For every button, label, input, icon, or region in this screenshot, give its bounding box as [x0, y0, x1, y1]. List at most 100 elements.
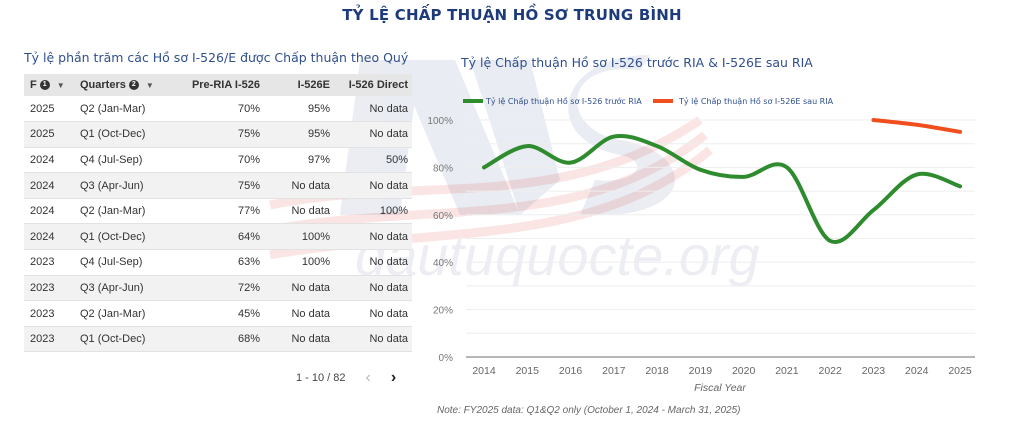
y-tick-label: 60% — [433, 211, 453, 222]
sort-order-badge: 2 — [128, 80, 139, 91]
cell-i526e: No data — [264, 275, 334, 302]
table-title: Tỷ lệ phần trăm các Hồ sơ I-526/E được C… — [24, 50, 409, 65]
approval-table: F 1 ▼ Quarters 2 ▼ Pre-RIA I-526 I-526E I-52… — [24, 74, 412, 353]
cell-year: 2024 — [24, 223, 76, 251]
cell-pre-ria: 63% — [176, 249, 264, 276]
table-row: 2024 Q3 (Apr-Jun) 75% No data No data — [24, 172, 412, 199]
column-header-pre-ria[interactable]: Pre-RIA I-526 — [176, 74, 264, 96]
cell-pre-ria: 75% — [176, 172, 264, 199]
legend-swatch-icon — [653, 99, 673, 103]
cell-direct: No data — [334, 275, 412, 302]
table-row: 2024 Q4 (Jul-Sep) 70% 97% 50% — [24, 147, 412, 174]
x-tick-label: 2023 — [862, 365, 886, 377]
cell-quarter: Q1 (Oct-Dec) — [76, 326, 176, 353]
cell-direct: 100% — [334, 198, 412, 225]
cell-year: 2025 — [24, 96, 76, 123]
cell-i526e: No data — [264, 172, 334, 199]
table-row: 2025 Q2 (Jan-Mar) 70% 95% No data — [24, 96, 412, 123]
cell-pre-ria: 77% — [176, 198, 264, 225]
legend-swatch-icon — [463, 99, 483, 103]
table-row: 2023 Q4 (Jul-Sep) 63% 100% No data — [24, 249, 412, 276]
cell-pre-ria: 45% — [176, 300, 264, 327]
cell-direct: No data — [334, 300, 412, 327]
cell-quarter: Q1 (Oct-Dec) — [76, 121, 176, 148]
column-header-fiscal-year[interactable]: F 1 ▼ — [24, 74, 76, 96]
cell-direct: No data — [334, 223, 412, 251]
table-row: 2024 Q1 (Oct-Dec) 64% 100% No data — [24, 223, 412, 251]
y-tick-label: 100% — [427, 116, 453, 127]
cell-i526e: 100% — [264, 249, 334, 276]
cell-direct: 50% — [334, 147, 412, 174]
sort-order-badge: 1 — [39, 80, 50, 91]
y-tick-label: 40% — [433, 258, 453, 269]
column-header-quarters[interactable]: Quarters 2 ▼ — [76, 74, 176, 96]
next-page-button[interactable]: › — [390, 369, 397, 386]
cell-quarter: Q2 (Jan-Mar) — [76, 198, 176, 225]
cell-year: 2023 — [24, 300, 76, 327]
cell-i526e: No data — [264, 198, 334, 225]
cell-direct: No data — [334, 96, 412, 123]
cell-pre-ria: 68% — [176, 326, 264, 353]
cell-i526e: No data — [264, 300, 334, 327]
x-tick-label: 2022 — [819, 365, 843, 377]
x-axis-label: Fiscal Year — [694, 382, 746, 394]
table-header-row: F 1 ▼ Quarters 2 ▼ Pre-RIA I-526 I-526E I-52… — [24, 74, 412, 96]
cell-year: 2023 — [24, 249, 76, 276]
cell-pre-ria: 70% — [176, 96, 264, 123]
x-tick-label: 2014 — [472, 365, 496, 377]
prev-page-button[interactable]: ‹ — [365, 369, 371, 386]
x-tick-label: 2020 — [732, 365, 756, 377]
pagination: 1 - 10 / 82 ‹ › — [296, 369, 396, 387]
cell-quarter: Q3 (Apr-Jun) — [76, 275, 176, 302]
y-tick-label: 80% — [433, 163, 453, 174]
cell-i526e: 95% — [264, 121, 334, 148]
cell-direct: No data — [334, 326, 412, 353]
page-title: TỶ LỆ CHẤP THUẬN HỒ SƠ TRUNG BÌNH — [342, 6, 682, 24]
line-chart: 0% 20% 40% 60% 80% 100% 2014 2015 2016 2017 2018 20… — [427, 96, 975, 416]
sort-caret-icon[interactable]: ▼ — [145, 80, 154, 90]
x-tick-label: 2016 — [559, 365, 583, 377]
cell-i526e: No data — [264, 326, 334, 353]
series-line-pre-ria[interactable] — [482, 133, 962, 245]
cell-year: 2024 — [24, 172, 76, 199]
cell-direct: No data — [334, 121, 412, 148]
x-tick-label: 2017 — [602, 365, 626, 377]
x-tick-label: 2021 — [775, 365, 799, 377]
chart-title: Tỷ lệ Chấp thuận Hồ sơ I-526 trước RIA &… — [461, 55, 813, 70]
cell-year: 2023 — [24, 275, 76, 302]
cell-i526e: 100% — [264, 223, 334, 251]
cell-year: 2023 — [24, 326, 76, 353]
cell-quarter: Q2 (Jan-Mar) — [76, 96, 176, 123]
column-header-direct[interactable]: I-526 Direct — [334, 74, 412, 96]
x-tick-label: 2018 — [645, 365, 669, 377]
x-tick-label: 2019 — [689, 365, 713, 377]
cell-year: 2025 — [24, 121, 76, 148]
legend-item[interactable]: Tỷ lệ Chấp thuận Hồ sơ I-526 trước RIA — [485, 96, 642, 107]
sort-caret-icon[interactable]: ▼ — [56, 80, 65, 90]
column-header-i526e[interactable]: I-526E — [264, 74, 334, 96]
table-row: 2023 Q2 (Jan-Mar) 45% No data No data — [24, 300, 412, 327]
cell-i526e: 95% — [264, 96, 334, 123]
series-line-i526e[interactable] — [871, 118, 962, 134]
table-row: 2024 Q2 (Jan-Mar) 77% No data 100% — [24, 198, 412, 225]
legend-item[interactable]: Tỷ lệ Chấp thuận Hồ sơ I-526E sau RIA — [678, 96, 834, 107]
table-row: 2025 Q1 (Oct-Dec) 75% 95% No data — [24, 121, 412, 148]
cell-quarter: Q2 (Jan-Mar) — [76, 300, 176, 327]
cell-direct: No data — [334, 249, 412, 276]
column-label: Quarters — [80, 79, 126, 91]
cell-quarter: Q4 (Jul-Sep) — [76, 249, 176, 276]
y-tick-label: 0% — [439, 353, 454, 364]
cell-year: 2024 — [24, 147, 76, 174]
x-tick-label: 2015 — [516, 365, 540, 377]
table-row: 2023 Q1 (Oct-Dec) 68% No data No data — [24, 326, 412, 353]
x-tick-label: 2025 — [948, 365, 972, 377]
cell-pre-ria: 70% — [176, 147, 264, 174]
y-tick-label: 20% — [433, 306, 453, 317]
chart-note: Note: FY2025 data: Q1&Q2 only (October 1… — [437, 405, 741, 416]
cell-quarter: Q4 (Jul-Sep) — [76, 147, 176, 174]
cell-quarter: Q3 (Apr-Jun) — [76, 172, 176, 199]
cell-direct: No data — [334, 172, 412, 199]
cell-year: 2024 — [24, 198, 76, 225]
cell-i526e: 97% — [264, 147, 334, 174]
cell-quarter: Q1 (Oct-Dec) — [76, 223, 176, 251]
